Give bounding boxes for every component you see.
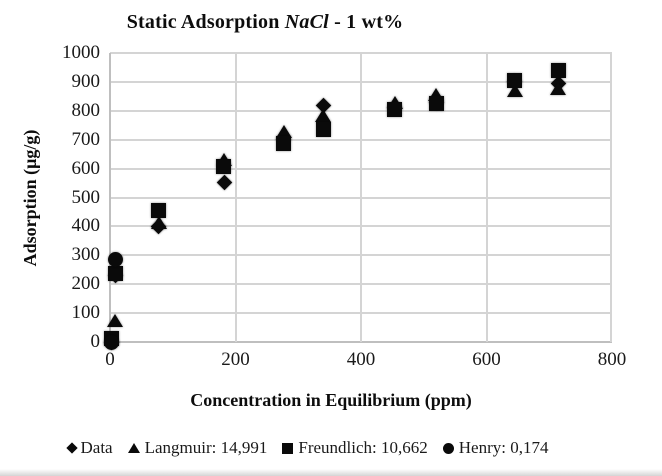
- x-gridline: [485, 53, 488, 342]
- legend: Data Langmuir: 14,991 Freundlich: 10,662 He…: [0, 438, 616, 458]
- marker-triangle: [107, 313, 124, 327]
- chart-title-prefix: Static Adsorption: [126, 11, 285, 33]
- marker-square: [216, 159, 232, 175]
- x-axis-title: Concentration in Equilibrium (ppm): [190, 390, 472, 410]
- legend-item-langmuir: Langmuir: 14,991: [127, 438, 268, 458]
- marker-square: [507, 72, 523, 88]
- x-gridline: [610, 53, 612, 342]
- x-tick-label: 0: [105, 349, 115, 370]
- y-tick-label: 400: [71, 215, 101, 237]
- marker-triangle: [275, 125, 292, 139]
- y-tick-label: 600: [71, 157, 101, 179]
- y-tick-label: 1000: [62, 42, 100, 63]
- y-tick-label: 500: [71, 186, 101, 208]
- legend-label: Freundlich: 10,662: [298, 438, 428, 457]
- x-tick-label: 800: [597, 349, 627, 370]
- x-tick-label: 200: [221, 349, 250, 370]
- marker-triangle: [550, 81, 567, 95]
- circle-icon: [442, 442, 454, 454]
- legend-item-henry: Henry: 0,174: [442, 438, 549, 458]
- x-tick-label: 600: [472, 349, 501, 370]
- x-tick-label: 400: [346, 349, 376, 370]
- legend-item-data: Data: [65, 438, 113, 458]
- y-axis-line: [109, 53, 111, 342]
- marker-square: [428, 96, 444, 112]
- y-tick-label: 200: [71, 273, 101, 295]
- marker-square: [387, 101, 403, 117]
- marker-triangle: [150, 215, 167, 229]
- y-gridline: [110, 341, 612, 343]
- y-tick-label: 800: [71, 99, 101, 121]
- legend-label: Henry: 0,174: [458, 438, 549, 457]
- marker-square: [315, 122, 331, 138]
- marker-diamond: [217, 174, 233, 191]
- marker-square: [276, 135, 292, 151]
- marker-square: [550, 63, 566, 79]
- triangle-icon: [127, 443, 140, 453]
- marker-circle: [107, 252, 123, 268]
- y-tick-label: 100: [71, 302, 101, 324]
- marker-square: [108, 265, 124, 281]
- legend-label: Data: [80, 438, 113, 457]
- marker-triangle: [315, 108, 332, 122]
- y-tick-label: 700: [71, 128, 101, 150]
- y-tick-label: 900: [71, 70, 101, 92]
- bottom-edge-shadow: [0, 469, 662, 476]
- legend-label: Langmuir: 14,991: [144, 438, 268, 457]
- marker-circle: [104, 334, 120, 350]
- chart-title: Static Adsorption NaCl - 1 wt%: [0, 11, 530, 34]
- y-tick-label: 300: [71, 244, 101, 266]
- plot-area: [103, 52, 612, 350]
- chart-title-suffix: - 1 wt%: [328, 11, 404, 33]
- legend-item-freundlich: Freundlich: 10,662: [282, 438, 428, 458]
- marker-square: [151, 203, 167, 218]
- x-gridline: [360, 53, 362, 342]
- y-tick-label: 0: [90, 331, 101, 352]
- square-icon: [282, 442, 294, 454]
- x-gridline: [234, 53, 237, 342]
- chart-title-compound: NaCl: [284, 11, 329, 33]
- diamond-icon: [65, 442, 78, 454]
